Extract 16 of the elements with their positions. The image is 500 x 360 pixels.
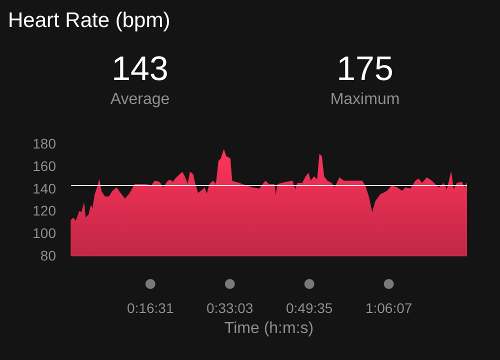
text: Maximum [330, 91, 400, 108]
x-tick-label: 0:16:31 [127, 300, 174, 316]
y-tick-label: 120 [32, 202, 56, 219]
x-axis-title: Time (h:m:s) [224, 320, 314, 337]
y-tick-label: 180 [32, 135, 56, 152]
y-tick-label: 140 [32, 180, 56, 196]
text: 175 [336, 50, 394, 88]
y-tick-label: 80 [40, 247, 56, 264]
x-tick-label: 0:33:03 [206, 300, 254, 316]
x-tick-label: 0:49:35 [286, 300, 333, 316]
text: Average [110, 91, 170, 108]
x-tick-label: 1:06:07 [365, 300, 412, 316]
chart-title: Heart Rate (bpm) [8, 9, 170, 32]
y-tick-label: 160 [32, 158, 56, 174]
y-tick-label: 100 [32, 225, 56, 242]
text: 143 [112, 50, 168, 88]
